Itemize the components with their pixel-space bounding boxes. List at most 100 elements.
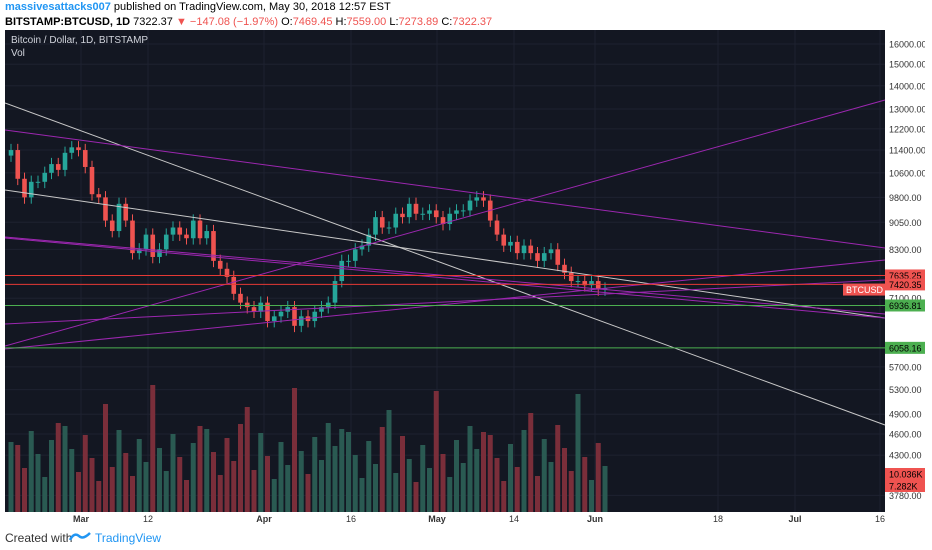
candle-body [366,234,372,246]
publish-line: massivesattacks007 published on TradingV… [5,0,925,15]
candlestick-chart[interactable]: BTCUSD 16000.0015000.0014000.0013000.001… [5,30,925,524]
time-tick-label: May [428,514,446,524]
price-tick-label: 7420.35 [889,280,922,290]
candle-body [251,307,257,312]
volume-bar [562,448,567,512]
time-tick-label: Jun [587,514,603,524]
footer: Created with TradingView [5,526,305,550]
price-label-bg [885,468,925,480]
candle-body [501,234,507,246]
volume-bar [76,472,81,512]
volume-bar [339,429,345,512]
candle-body [427,210,432,214]
candle-body [231,276,237,294]
candle-body [76,147,81,151]
time-tick-label: Mar [73,514,90,524]
trend-line [5,102,886,426]
candle-body [204,231,210,239]
volume-bar [393,473,399,512]
time-tick-label: Apr [256,514,272,524]
trend-line [5,237,886,319]
volume-bar [258,433,264,512]
volume-bar [136,439,142,512]
price-axis[interactable]: 16000.00 15000.00 14000.00 13000.00 12200.00… [885,40,925,501]
high-label: H: [335,16,347,28]
high-value: 7559.00 [346,16,387,28]
close-label: C: [441,16,453,28]
volume-bar [427,468,432,512]
candle-body [319,307,324,312]
volume-bar [535,476,540,512]
volume-bar [521,430,527,512]
volume-bar [143,462,149,512]
candle-body [123,203,129,221]
volume-bar [251,470,257,512]
time-tick-label: 12 [143,514,153,524]
chart-area[interactable]: BTCUSD 16000.00 15000.00 14000.00 13000.00 1… [5,30,925,524]
candle-body [454,210,459,214]
volume-bar [454,440,459,512]
volume-bar [413,482,419,512]
volume-bar [163,471,169,512]
volume-bar [42,477,48,512]
price-tick-label: 6058.16 [889,343,922,353]
volume-bar [265,456,270,512]
candle-body [211,231,216,261]
volume-bar [244,407,250,512]
candle-body [575,281,581,283]
published-text: published on TradingView.com, May 30, 20… [113,1,391,13]
volume-bar [460,463,466,512]
candle-body [514,241,520,254]
candle-body [143,234,149,250]
volume-bar [325,423,331,512]
candle-body [433,210,439,218]
candle-body [555,249,561,265]
candle-body [548,249,554,254]
time-axis[interactable]: Mar 12 Apr 16 May 14 Jun 18 Jul 16 [5,512,885,524]
candle-body [528,245,534,254]
volume-bar [22,468,27,512]
candle-body [359,245,365,250]
price-tick-label: 7635.25 [889,271,922,281]
tradingview-link[interactable]: TradingView [95,531,162,545]
volume-bar [184,480,189,512]
price-tick-label: 11400.00 [889,146,925,156]
volume-bar [568,471,574,512]
candle-body [15,150,21,179]
price-label-bg [885,278,925,291]
volume-bar [15,445,21,512]
volume-bar [582,457,588,512]
volume-bar [157,448,162,512]
volume-bar [217,475,223,512]
candle-body [386,227,392,229]
candle-body [589,281,594,286]
volume-bar [8,442,14,512]
last-price-flag [843,283,885,296]
price-tick-label: 3780.00 [889,491,922,501]
candle-body [89,166,95,195]
candle-body [35,181,41,183]
volume-bar [231,461,237,512]
volume-bar [298,451,304,512]
volume-bar [400,436,405,512]
candle-body [460,210,466,212]
volume-bar [386,410,392,512]
candle-body [373,217,378,235]
candle-body [217,260,223,269]
volume-bar [170,434,176,512]
volume-bar [508,444,513,512]
candle-body [420,213,426,215]
volume-bar [96,481,102,512]
author-link[interactable]: massivesattacks007 [5,1,111,13]
price-tick-label: 13000.00 [889,104,925,114]
candle-body [82,150,88,167]
candle-body [352,249,358,261]
volume-indicator-label: Vol [11,48,25,59]
volume-bar [49,440,54,512]
open-value: 7469.45 [292,16,333,28]
time-scale-background [5,512,885,524]
volume-bar [359,478,365,512]
candle-body [568,272,574,282]
volume-bar [150,385,156,512]
candle-body [163,234,169,250]
